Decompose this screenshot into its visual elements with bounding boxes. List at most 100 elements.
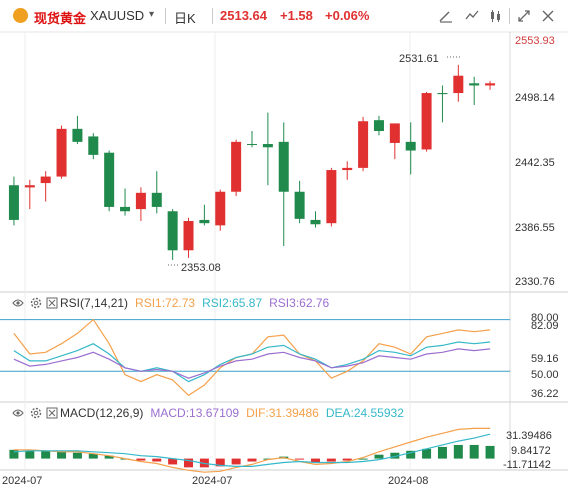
macd-histogram-bar — [215, 458, 225, 467]
macd-histogram-bar — [9, 449, 19, 459]
macd-histogram-bar — [184, 458, 194, 468]
macd-histogram-bar — [295, 458, 305, 460]
macd-histogram-bar — [374, 454, 384, 459]
candle-body — [342, 167, 353, 171]
rsi3-value: RSI3:62.76 — [269, 296, 330, 310]
candle-body — [56, 128, 67, 177]
gear-icon[interactable] — [30, 297, 42, 309]
x-axis-label: 2024-07 — [2, 475, 43, 487]
compare-icon[interactable] — [462, 6, 482, 26]
gold-symbol-icon — [13, 8, 28, 23]
candle-body — [421, 93, 432, 150]
macd-histogram-bar — [310, 458, 320, 463]
candle-body — [120, 206, 131, 212]
macd-histogram-bar — [437, 446, 447, 459]
rsi2-line — [13, 341, 491, 383]
symbol-name[interactable]: 现货黄金 — [34, 11, 87, 26]
macd-axis-label: 9.84172 — [511, 445, 551, 457]
macd-value: MACD:13.67109 — [150, 406, 240, 420]
macd-histogram-bar — [152, 458, 162, 462]
candle-body — [8, 185, 19, 220]
macd-histogram-bar — [104, 455, 114, 459]
fullscreen-icon[interactable] — [514, 6, 534, 26]
macd-title: MACD(12,26,9) — [60, 406, 144, 420]
macd-histogram-bar — [72, 452, 82, 459]
macd-histogram-bar — [406, 450, 416, 459]
rsi-axis-label: 82.09 — [531, 320, 559, 332]
candle-body — [405, 141, 416, 151]
candle-body — [310, 219, 321, 225]
gear-icon[interactable] — [30, 407, 42, 419]
divider — [165, 8, 166, 24]
price-change-percent: +0.06% — [325, 8, 370, 23]
high-price-label: 2531.61 — [399, 53, 439, 65]
x-axis-label: 2024-07 — [192, 475, 233, 487]
candle-body — [262, 144, 273, 148]
candle-body — [469, 83, 480, 86]
close-icon[interactable] — [538, 6, 558, 26]
macd-histogram-bar — [168, 458, 178, 465]
macd-histogram-bar — [231, 458, 241, 465]
macd-axis-label: -11.71142 — [503, 459, 551, 471]
candle-body — [104, 152, 115, 207]
macd-histogram-bar — [326, 458, 336, 462]
rsi2-value: RSI2:65.87 — [202, 296, 263, 310]
macd-histogram-bar — [57, 451, 67, 459]
candle-body — [183, 221, 194, 251]
candle-body — [358, 121, 369, 168]
candle-body — [389, 123, 400, 143]
eye-icon[interactable] — [12, 407, 24, 419]
y-axis-label: 2553.93 — [515, 35, 555, 47]
candle-body — [167, 211, 178, 251]
x-axis-label: 2024-08 — [388, 475, 429, 487]
divider — [212, 8, 213, 24]
candle-body — [72, 128, 83, 142]
rsi-header: RSI(7,14,21) RSI1:72.73 RSI2:65.87 RSI3:… — [12, 296, 329, 310]
macd-histogram-bar — [390, 452, 400, 459]
macd-histogram-bar — [247, 458, 257, 462]
candle-body — [247, 144, 257, 146]
draw-tool-icon[interactable] — [436, 6, 456, 26]
candle-body — [294, 191, 305, 219]
candle-body — [485, 83, 496, 86]
rsi-title: RSI(7,14,21) — [60, 296, 129, 310]
macd-histogram-bar — [469, 444, 479, 459]
rsi3-line — [13, 348, 491, 379]
rsi-axis-label: 59.16 — [531, 353, 559, 365]
macd-histogram-bar — [485, 445, 495, 459]
indicator-icon[interactable] — [486, 6, 506, 26]
macd-histogram-bar — [422, 448, 432, 459]
y-axis-label: 2498.14 — [515, 92, 555, 104]
candle-body — [326, 170, 337, 224]
period-selector[interactable]: 日K — [174, 11, 196, 26]
candle-body — [373, 120, 384, 132]
divider — [509, 8, 510, 24]
rsi1-line — [13, 318, 491, 397]
rsi1-value: RSI1:72.73 — [135, 296, 196, 310]
symbol-code[interactable]: XAUUSD — [90, 8, 145, 23]
macd-histogram-bar — [88, 453, 98, 459]
close-icon[interactable] — [46, 297, 58, 309]
macd-histogram-bar — [453, 444, 463, 459]
rsi-axis-label: 80.00 — [531, 312, 559, 324]
chevron-down-icon[interactable]: ▾ — [149, 9, 155, 20]
dea-line — [13, 433, 491, 467]
candle-body — [215, 191, 226, 226]
y-axis-label: 2330.76 — [515, 276, 555, 288]
macd-header: MACD(12,26,9) MACD:13.67109 DIF:31.39486… — [12, 406, 404, 420]
candle-body — [437, 93, 448, 95]
candle-body — [151, 192, 162, 207]
eye-icon[interactable] — [12, 297, 24, 309]
candle-body — [453, 75, 464, 94]
candle-body — [40, 176, 51, 184]
rsi-axis-label: 36.22 — [531, 388, 559, 400]
macd-axis-label: 31.39486 — [506, 430, 552, 442]
candle-body — [231, 141, 242, 192]
close-icon[interactable] — [46, 407, 58, 419]
macd-histogram-bar — [41, 450, 51, 459]
dif-line — [13, 427, 491, 473]
dea-value: DEA:24.55932 — [325, 406, 404, 420]
last-price: 2513.64 — [220, 8, 267, 23]
